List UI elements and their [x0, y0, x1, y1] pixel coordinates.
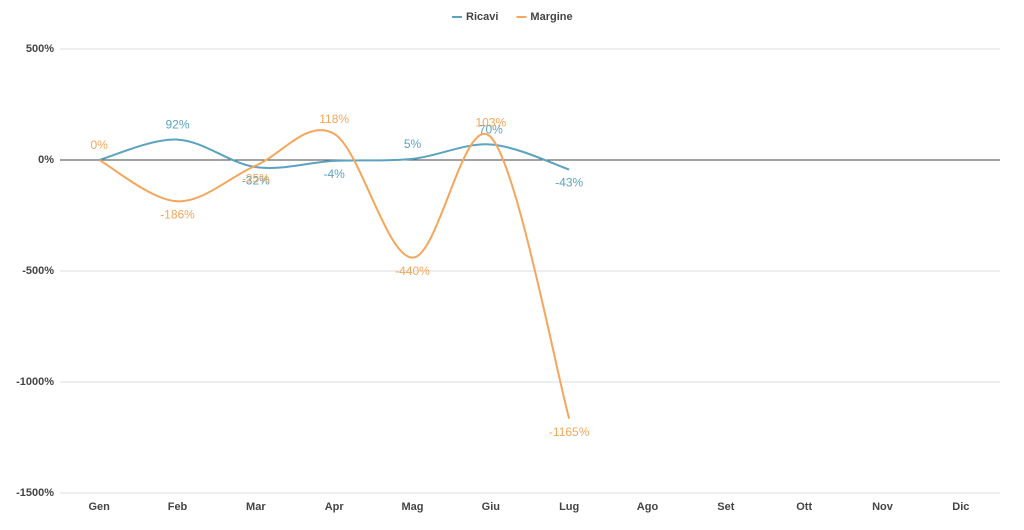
- data-label: -32%: [242, 173, 270, 187]
- data-label: -186%: [160, 207, 195, 221]
- x-tick-label: Lug: [559, 501, 579, 513]
- x-tick-label: Apr: [325, 501, 345, 513]
- data-label: -4%: [323, 167, 345, 181]
- legend-label: Margine: [530, 11, 572, 23]
- y-tick-label: -1500%: [16, 487, 54, 499]
- x-tick-label: Giu: [482, 501, 500, 513]
- data-label: -25%: [242, 172, 270, 186]
- line-series: [98, 138, 570, 171]
- y-tick-label: -1000%: [16, 376, 54, 388]
- data-label: -43%: [555, 176, 583, 190]
- x-tick-label: Ago: [637, 501, 659, 513]
- data-label: 0%: [90, 138, 108, 152]
- y-tick-label: -500%: [22, 265, 54, 277]
- data-label: 103%: [475, 115, 506, 129]
- line-series: [98, 129, 571, 419]
- data-label: 92%: [165, 118, 189, 132]
- x-tick-label: Mar: [246, 501, 266, 513]
- data-label: -1165%: [549, 425, 590, 439]
- x-tick-label: Mag: [402, 501, 424, 513]
- legend-label: Ricavi: [466, 11, 498, 23]
- x-tick-label: Feb: [168, 501, 188, 513]
- data-label: 5%: [404, 137, 422, 151]
- y-tick-label: 500%: [26, 43, 54, 55]
- x-tick-label: Dic: [952, 501, 969, 513]
- x-tick-label: Ott: [796, 501, 812, 513]
- x-tick-label: Nov: [872, 501, 894, 513]
- x-tick-label: Gen: [88, 501, 110, 513]
- data-label: 118%: [319, 112, 349, 126]
- x-tick-label: Set: [717, 501, 734, 513]
- y-tick-label: 0%: [38, 154, 54, 166]
- data-label: -440%: [395, 264, 430, 278]
